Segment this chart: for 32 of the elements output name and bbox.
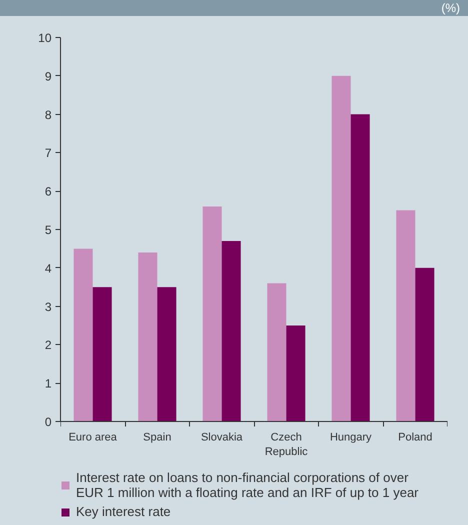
y-tick-label: 1 [44,376,52,391]
y-tick-label: 10 [38,31,52,45]
y-tick-label: 6 [44,184,52,199]
bar [222,241,241,422]
bar [286,326,306,422]
legend-label: Key interest rate [76,504,171,519]
bar [350,114,370,422]
x-tick-label: Spain [143,432,172,444]
bar [332,76,351,422]
y-tick-label: 9 [44,69,52,84]
y-tick-label: 0 [44,415,52,429]
x-tick-label: Hungary [330,432,372,444]
x-tick-label: Euro area [68,432,118,444]
y-tick-label: 5 [44,223,52,237]
y-tick-label: 2 [44,338,52,352]
bar [396,210,416,422]
bar [415,268,434,422]
chart-subtitle: (%) [441,0,460,16]
bar [267,283,286,422]
y-tick-label: 7 [44,146,52,160]
bar [157,287,176,422]
bar [92,287,112,422]
bar [202,206,222,422]
y-tick-label: 3 [44,300,52,314]
bar [138,252,158,422]
y-tick-label: 4 [44,261,52,276]
x-tick-label: Poland [398,432,432,444]
y-tick-label: 8 [44,108,52,122]
x-tick-label: Czech Republic [264,432,308,458]
bar [74,248,93,422]
legend-label: Interest rate on loans to non-financial corporations of over EUR 1 million with a floating rate and an IRF of up to 1 year [76,470,419,500]
x-tick-label: Slovakia [200,432,244,444]
